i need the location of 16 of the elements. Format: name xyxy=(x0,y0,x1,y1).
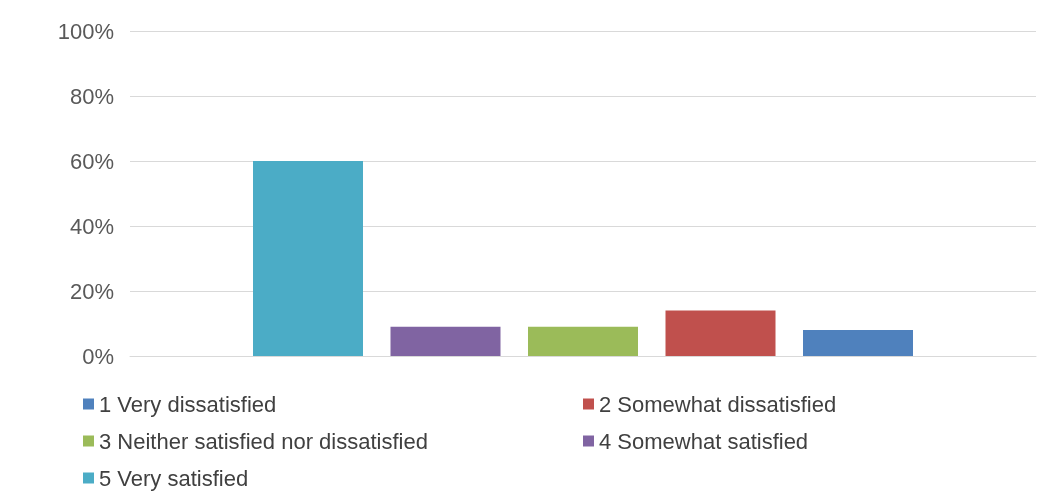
legend-label: 1 Very dissatisfied xyxy=(99,391,277,417)
legend-label: 2 Somewhat dissatisfied xyxy=(599,391,837,417)
bar xyxy=(390,326,501,356)
y-tick-label: 80% xyxy=(69,83,114,109)
y-tick-label: 20% xyxy=(69,278,114,304)
bar xyxy=(803,330,913,356)
legend-label: 3 Neither satisfied nor dissatisfied xyxy=(99,428,428,454)
bar xyxy=(528,326,638,356)
y-tick-label: 0% xyxy=(82,343,114,369)
legend-label: 5 Very satisfied xyxy=(99,465,249,491)
bar xyxy=(665,310,776,356)
legend-label: 4 Somewhat satisfied xyxy=(599,428,809,454)
y-tick-label: 40% xyxy=(69,213,114,239)
bar xyxy=(253,161,363,356)
y-tick-label: 100% xyxy=(57,18,114,44)
y-tick-label: 60% xyxy=(69,148,114,174)
